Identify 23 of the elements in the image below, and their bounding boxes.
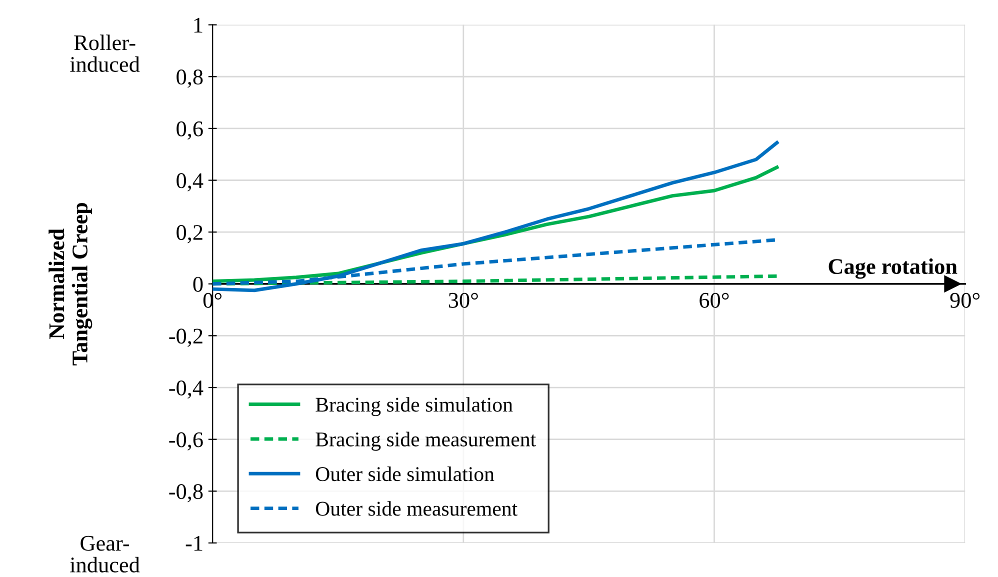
y-tick-label: -0,4: [169, 380, 204, 399]
text: Roller- induced: [70, 34, 140, 72]
text: Gear- induced: [70, 536, 140, 572]
y-tick-label: 0,8: [176, 70, 203, 88]
y-tick-label: 0,2: [176, 225, 202, 244]
x-axis-title: Cage rotation: [828, 258, 958, 279]
x-tick-label: 90°: [950, 292, 980, 308]
y-axis-title: Normalized Tangential Creep: [48, 202, 92, 366]
y-tick-label: -0,8: [169, 484, 203, 502]
legend-label: Bracing side simulation: [316, 397, 513, 416]
y-tick-label: 0,4: [176, 173, 204, 192]
y-tick-label: -1: [186, 536, 202, 551]
y-tick-label: -0,6: [169, 432, 203, 450]
line-series: [212, 140, 779, 292]
legend-label: Outer side simulation: [316, 466, 494, 482]
legend-label: Bracing side measurement: [316, 432, 536, 451]
y-tick-label: -0,2: [169, 328, 202, 347]
y-tick-label: 0,6: [176, 121, 203, 140]
y-tick-label: 1: [194, 18, 202, 33]
x-tick-label: 30°: [448, 292, 478, 308]
legend-label: Outer side measurement: [316, 501, 518, 516]
x-tick-label: 60°: [700, 292, 729, 308]
y-tick-label: 0: [193, 276, 203, 292]
